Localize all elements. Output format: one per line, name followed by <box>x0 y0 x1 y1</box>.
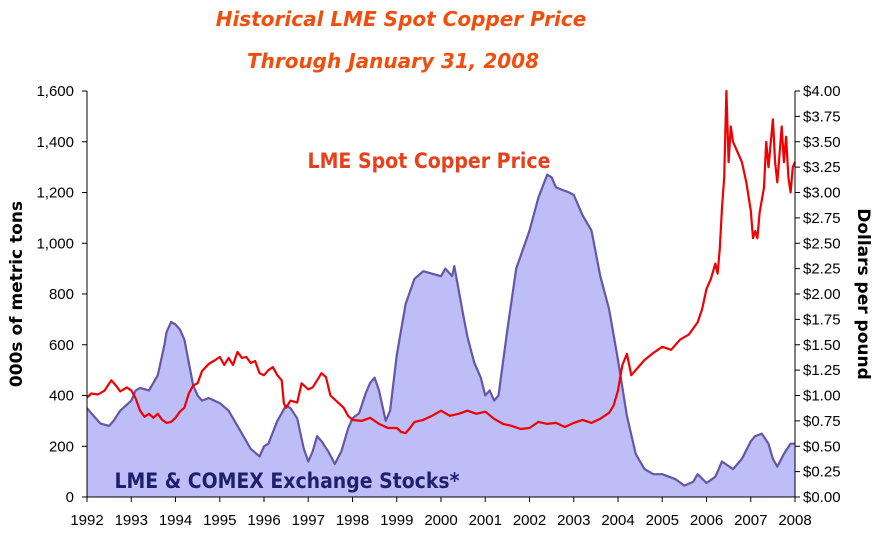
y-left-tick-label: 1,400 <box>36 134 74 151</box>
x-tick-label: 2008 <box>778 512 811 529</box>
y-left-tick-label: 600 <box>49 337 74 354</box>
y-right-tick-label: $1.50 <box>803 337 841 354</box>
x-tick-label: 1995 <box>203 512 236 529</box>
y-left-tick-label: 400 <box>49 388 74 405</box>
y-right-tick-label: $2.00 <box>803 286 841 303</box>
y-axis-right-title: Dollars per pound <box>853 208 873 380</box>
y-axis-right-ticks: $0.00 $0.25 $0.50 $0.75 $1.00 $1.25 $1.50 $1.75… <box>795 83 841 506</box>
y-right-tick-label: $2.50 <box>803 235 841 252</box>
y-right-tick-label: $1.00 <box>803 388 841 405</box>
y-right-tick-label: $3.25 <box>803 159 841 176</box>
x-tick-label: 2003 <box>557 512 590 529</box>
y-left-tick-label: 200 <box>49 438 74 455</box>
y-left-tick-label: 1,200 <box>36 185 74 202</box>
stocks-series-label: LME & COMEX Exchange Stocks* <box>115 469 460 493</box>
x-tick-label: 1996 <box>247 512 280 529</box>
chart-subtitle: Through January 31, 2008 <box>247 49 539 73</box>
y-right-tick-label: $2.25 <box>803 261 841 278</box>
x-tick-label: 1994 <box>159 512 192 529</box>
y-right-tick-label: $3.75 <box>803 108 841 125</box>
y-right-tick-label: $2.75 <box>803 210 841 227</box>
y-left-tick-label: 1,000 <box>36 235 74 252</box>
y-right-tick-label: $3.50 <box>803 134 841 151</box>
x-tick-label: 2005 <box>646 512 679 529</box>
y-right-tick-label: $1.25 <box>803 362 841 379</box>
x-tick-label: 2002 <box>513 512 546 529</box>
price-series-label: LME Spot Copper Price <box>308 149 551 173</box>
y-right-tick-label: $0.00 <box>803 489 841 506</box>
chart-title: Historical LME Spot Copper Price <box>216 7 587 31</box>
x-tick-label: 2004 <box>601 512 634 529</box>
y-axis-left-title: 000s of metric tons <box>7 201 27 387</box>
x-tick-label: 1998 <box>336 512 369 529</box>
plot-area <box>86 89 797 497</box>
y-right-tick-label: $0.25 <box>803 464 841 481</box>
y-left-tick-label: 1,600 <box>36 83 74 100</box>
y-right-tick-label: $1.75 <box>803 311 841 328</box>
y-left-tick-label: 800 <box>49 286 74 303</box>
y-right-tick-label: $4.00 <box>803 83 841 100</box>
x-tick-label: 1999 <box>380 512 413 529</box>
stocks-area <box>87 174 795 497</box>
stocks-line <box>86 173 795 487</box>
price-line <box>86 89 797 435</box>
x-tick-label: 1992 <box>70 512 103 529</box>
x-axis-ticks: 1992 1993 1994 1995 1996 1997 1998 1999 2000 2001… <box>70 497 812 529</box>
x-tick-label: 1993 <box>115 512 148 529</box>
y-left-tick-label: 0 <box>66 489 74 506</box>
y-right-tick-label: $3.00 <box>803 185 841 202</box>
x-tick-label: 2001 <box>469 512 502 529</box>
y-axis-left-ticks: 0 200 400 600 800 1,000 1,200 1,400 1,600 <box>36 83 87 506</box>
y-right-tick-label: $0.50 <box>803 438 841 455</box>
x-tick-label: 1997 <box>292 512 325 529</box>
x-tick-label: 2006 <box>690 512 723 529</box>
y-right-tick-label: $0.75 <box>803 413 841 430</box>
x-tick-label: 2000 <box>424 512 457 529</box>
x-tick-label: 2007 <box>734 512 767 529</box>
